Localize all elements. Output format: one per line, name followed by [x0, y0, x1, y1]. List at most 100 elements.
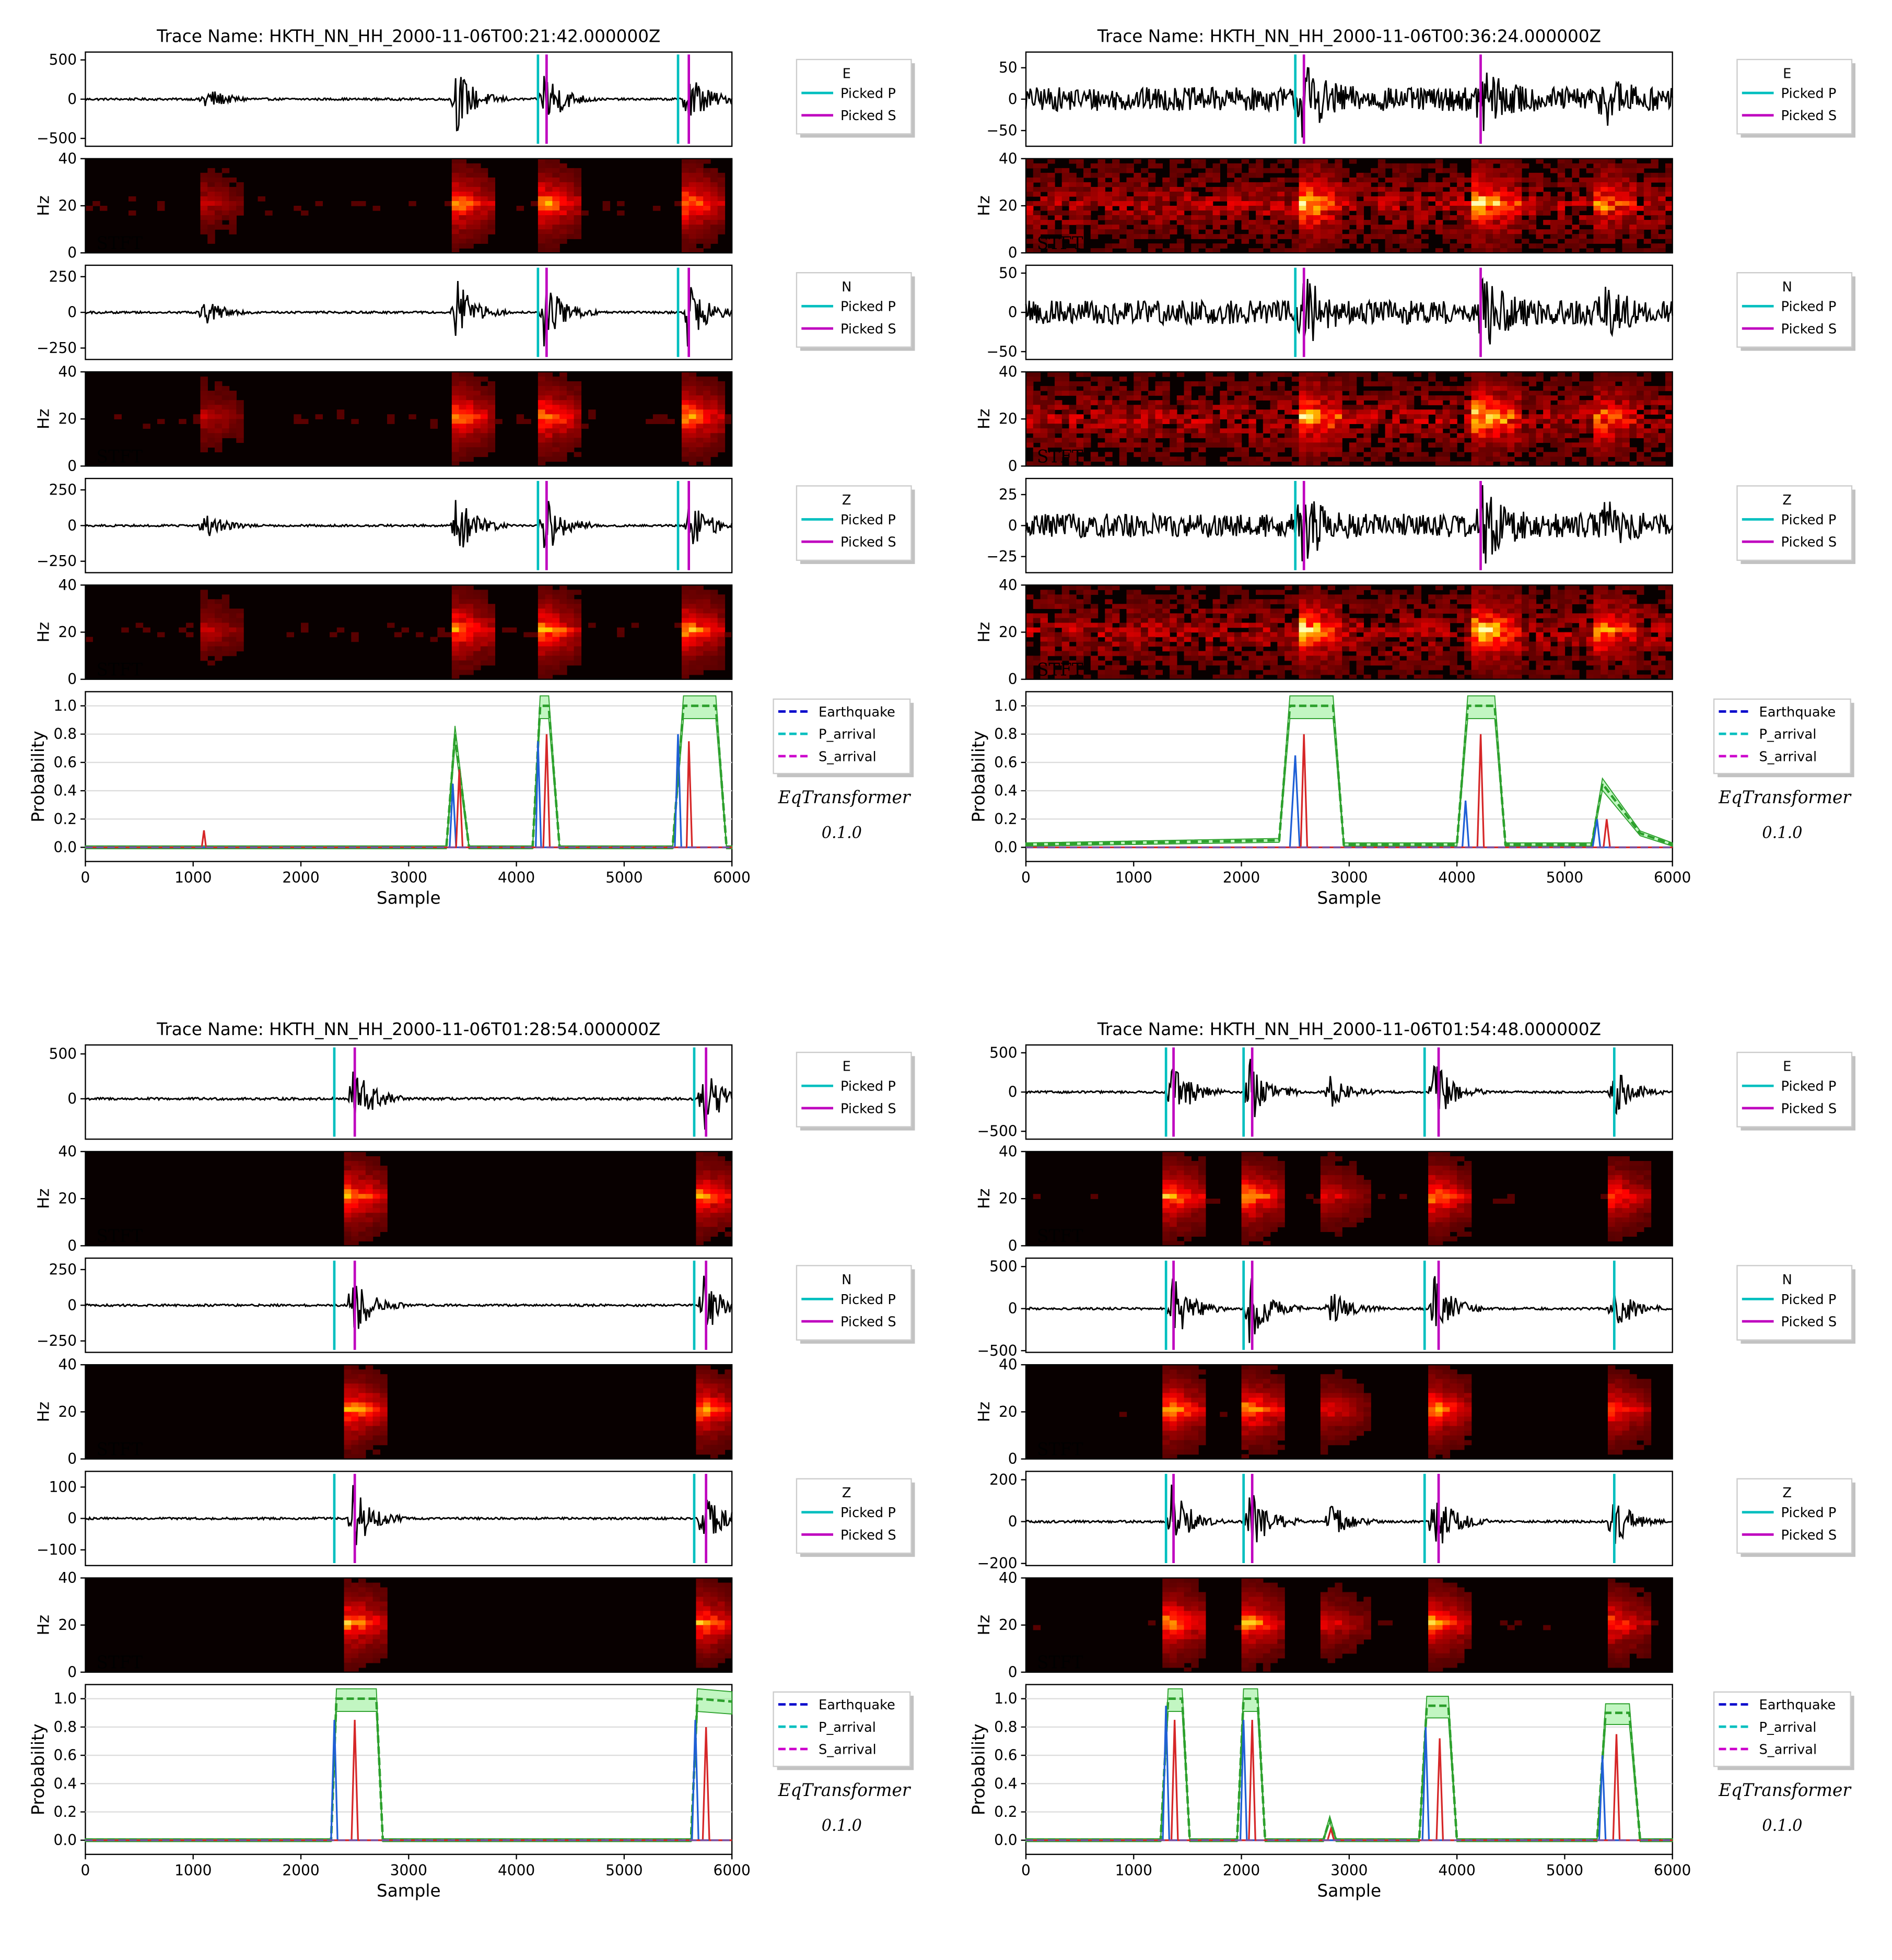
- spectrogram-cell: [481, 187, 488, 192]
- spectrogram-cell: [1558, 447, 1565, 452]
- spectrogram-cell: [710, 623, 718, 628]
- spectrogram-cell: [452, 642, 459, 647]
- spectrogram-cell: [1371, 419, 1378, 424]
- spectrogram-cell: [1119, 456, 1127, 462]
- spectrogram-cell: [1357, 656, 1364, 661]
- spectrogram-cell: [1514, 201, 1522, 206]
- spectrogram-cell: [179, 627, 186, 632]
- spectrogram-cell: [1083, 215, 1091, 220]
- spectrogram-cell: [1328, 192, 1335, 197]
- spectrogram-cell: [1148, 243, 1155, 249]
- spectrogram-cell: [1155, 428, 1163, 433]
- spectrogram-cell: [1378, 599, 1385, 604]
- spectrogram-cell: [1055, 196, 1062, 202]
- spectrogram-cell: [1514, 391, 1522, 396]
- spectrogram-cell: [1184, 229, 1192, 234]
- spectrogram-cell: [1536, 419, 1543, 424]
- spectrogram-cell: [1119, 196, 1127, 202]
- spectrogram-cell: [1277, 206, 1284, 211]
- spectrogram-cell: [1464, 239, 1471, 244]
- spectrogram-cell: [1033, 414, 1041, 419]
- spectrogram-cell: [1299, 647, 1306, 652]
- spectrogram-cell: [1069, 210, 1076, 216]
- spectrogram-cell: [207, 178, 215, 183]
- spectrogram-cell: [1277, 627, 1284, 632]
- spectrogram-cell: [222, 651, 229, 656]
- spectrogram-cell: [215, 613, 222, 618]
- spectrogram-cell: [1313, 201, 1321, 206]
- spectrogram-cell: [1392, 192, 1399, 197]
- spectrogram-cell: [1242, 178, 1249, 183]
- spectrogram-cell: [1450, 178, 1457, 183]
- spectrogram-cell: [696, 196, 703, 202]
- spectrogram-cell: [1371, 405, 1378, 410]
- spectrogram-cell: [1543, 405, 1550, 410]
- spectrogram-cell: [718, 187, 725, 192]
- spectrogram-cell: [1572, 201, 1579, 206]
- spectrogram-cell: [1464, 206, 1471, 211]
- spectrogram-cell: [1105, 414, 1112, 419]
- spectrogram-cell: [1435, 381, 1443, 386]
- spectrogram-cell: [1134, 386, 1141, 391]
- spectrogram-cell: [459, 433, 466, 438]
- spectrogram-cell: [538, 168, 545, 173]
- spectrogram-cell: [1428, 196, 1435, 202]
- spectrogram-cell: [437, 632, 445, 637]
- spectrogram-cell: [1234, 613, 1242, 618]
- spectrogram-cell: [1112, 618, 1119, 623]
- spectrogram-cell: [222, 618, 229, 623]
- spectrogram-cell: [1313, 447, 1321, 452]
- spectrogram-cell: [1098, 456, 1105, 462]
- spectrogram-cell: [1363, 627, 1371, 632]
- spectrogram-cell: [682, 642, 689, 647]
- spectrogram-cell: [1248, 665, 1256, 671]
- spectrogram-cell: [1313, 400, 1321, 405]
- spectrogram-cell: [1119, 229, 1127, 234]
- spectrogram-cell: [92, 201, 100, 206]
- spectrogram-cell: [1220, 192, 1227, 197]
- spectrogram-cell: [1529, 391, 1536, 396]
- spectrogram-cell: [682, 168, 689, 173]
- spectrogram-cell: [689, 618, 696, 623]
- spectrogram-cell: [1242, 400, 1249, 405]
- spectrogram-cell: [1091, 229, 1098, 234]
- spectrogram-cell: [1399, 618, 1407, 623]
- spectrogram-cell: [1651, 220, 1658, 225]
- spectrogram-cell: [1047, 594, 1055, 600]
- spectrogram-cell: [1162, 632, 1170, 637]
- spectrogram-cell: [1328, 196, 1335, 202]
- spectrogram-cell: [682, 381, 689, 386]
- spectrogram-cell: [1357, 604, 1364, 609]
- spectrogram-cell: [1385, 632, 1393, 637]
- spectrogram-cell: [1170, 613, 1177, 618]
- spectrogram-cell: [1206, 220, 1213, 225]
- spectrogram-cell: [552, 405, 559, 410]
- spectrogram-cell: [1256, 623, 1263, 628]
- spectrogram-cell: [1601, 206, 1608, 211]
- spectrogram-cell: [1098, 381, 1105, 386]
- spectrogram-cell: [1349, 428, 1357, 433]
- spectrogram-cell: [1428, 433, 1435, 438]
- spectrogram-cell: [1177, 210, 1184, 216]
- spectrogram-cell: [1622, 433, 1629, 438]
- spectrogram-cell: [452, 428, 459, 433]
- spectrogram-cell: [1091, 623, 1098, 628]
- spectrogram-cell: [1392, 210, 1399, 216]
- spectrogram-cell: [1256, 220, 1263, 225]
- spectrogram-cell: [1299, 196, 1306, 202]
- spectrogram-cell: [1378, 670, 1385, 675]
- spectrogram-cell: [1558, 442, 1565, 448]
- spectrogram-cell: [215, 424, 222, 429]
- spectrogram-cell: [488, 433, 495, 438]
- spectrogram-cell: [1313, 442, 1321, 448]
- spectrogram-cell: [1234, 400, 1242, 405]
- spectrogram-cell: [481, 201, 488, 206]
- spectrogram-cell: [459, 604, 466, 609]
- spectrogram-cell: [1162, 409, 1170, 415]
- spectrogram-cell: [1213, 173, 1220, 178]
- spectrogram-cell: [1184, 225, 1192, 230]
- spectrogram-cell: [1112, 386, 1119, 391]
- spectrogram-cell: [1141, 661, 1148, 666]
- spectrogram-cell: [1155, 623, 1163, 628]
- spectrogram-cell: [459, 618, 466, 623]
